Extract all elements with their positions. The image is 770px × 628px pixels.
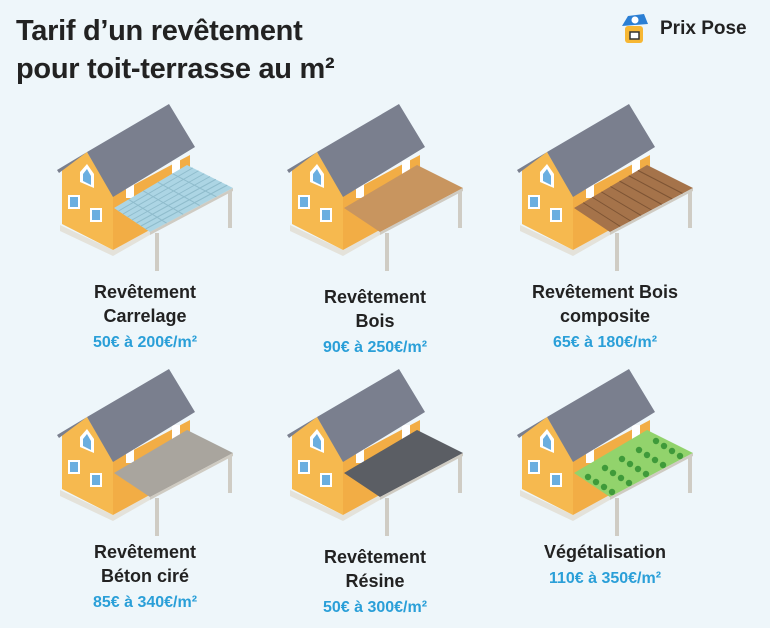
price-range: 65€ à 180€/m² — [552, 334, 658, 351]
card-title-line-2: Bois — [355, 311, 395, 331]
page-title: Tarif d’un revêtement pour toit-terrasse… — [16, 12, 335, 88]
title-line-1: Tarif d’un revêtement — [16, 15, 303, 47]
card-title-line-2: composite — [559, 306, 651, 326]
card-resine: Revêtement Résine 50€ à 300€/m² — [260, 365, 490, 616]
price-range: 85€ à 340€/m² — [92, 594, 198, 611]
card-beton-cire: Revêtement Béton ciré 85€ à 340€/m² — [30, 365, 260, 611]
price-range: 50€ à 300€/m² — [322, 599, 428, 616]
card-title-line-1: Revêtement Bois — [531, 282, 679, 302]
card-title-line-1: Revêtement — [323, 287, 427, 307]
card-vegetalisation: Végétalisation 110€ à 350€/m² — [490, 365, 720, 587]
card-bois-composite: Revêtement Bois composite 65€ à 180€/m² — [490, 100, 720, 351]
card-title: Revêtement Bois composite — [490, 280, 720, 328]
price-range: 110€ à 350€/m² — [548, 570, 662, 587]
logo-text: Prix Pose — [660, 18, 747, 39]
price-range: 50€ à 200€/m² — [92, 334, 198, 351]
house-illustration — [57, 104, 233, 271]
house-illustration — [517, 369, 693, 536]
card-title-line-2: Béton ciré — [100, 566, 190, 586]
card-title: Végétalisation — [490, 540, 720, 564]
card-title-line-1: Végétalisation — [543, 542, 667, 562]
card-title-line-1: Revêtement — [93, 542, 197, 562]
card-title: Revêtement Carrelage — [30, 280, 260, 328]
house-illustration — [517, 104, 693, 271]
mascot-cap-icon — [622, 14, 648, 43]
card-bois: Revêtement Bois 90€ à 250€/m² — [260, 100, 490, 356]
logo: Prix Pose — [618, 12, 747, 46]
card-title: Revêtement Résine — [260, 545, 490, 593]
card-title-line-2: Résine — [345, 571, 405, 591]
title-line-2: pour toit-terrasse au m² — [16, 53, 335, 85]
house-illustration — [287, 104, 463, 271]
card-title-line-1: Revêtement — [93, 282, 197, 302]
card-title-line-2: Carrelage — [103, 306, 187, 326]
house-illustration — [57, 369, 233, 536]
card-title: Revêtement Bois — [260, 285, 490, 333]
card-carrelage: Revêtement Carrelage 50€ à 200€/m² — [30, 100, 260, 351]
card-title-line-1: Revêtement — [323, 547, 427, 567]
price-range: 90€ à 250€/m² — [322, 339, 428, 356]
card-title: Revêtement Béton ciré — [30, 540, 260, 588]
house-illustration — [287, 369, 463, 536]
